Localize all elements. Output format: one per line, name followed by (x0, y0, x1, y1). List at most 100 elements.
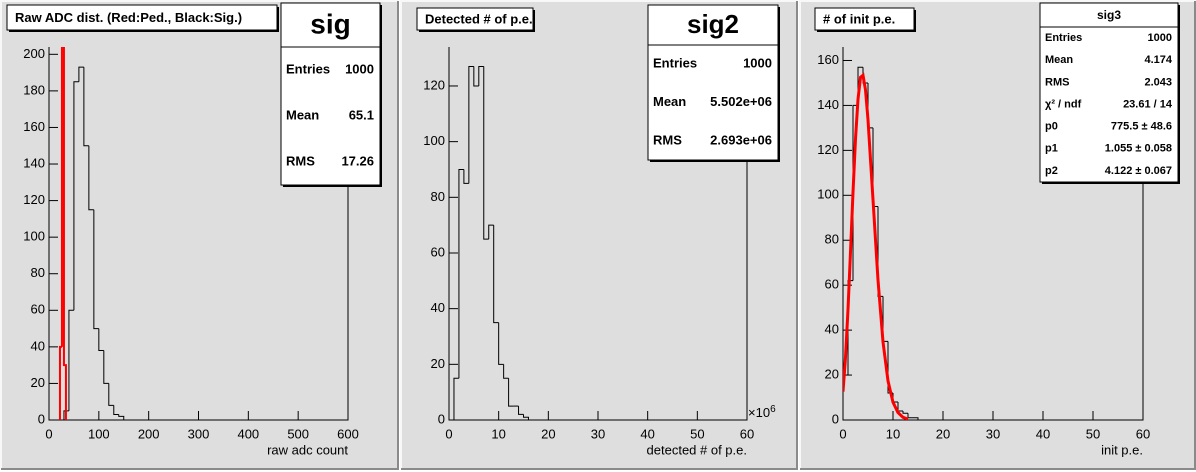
histogram-bin (453, 377, 459, 420)
pad-bevel-dark (401, 1, 798, 470)
histogram-bin (523, 414, 529, 420)
histogram-bin (58, 345, 62, 420)
x-tick-label: 0 (445, 426, 452, 441)
pad-bevel-light (799, 0, 1195, 469)
y-tick-label: 60 (825, 277, 839, 292)
stats-box (647, 4, 779, 161)
stats-value: 1000 (345, 61, 374, 76)
x-tick-label: 50 (690, 426, 704, 441)
x-tick-label: 40 (1036, 426, 1050, 441)
x-tick-label: 40 (640, 426, 654, 441)
title-box (814, 7, 915, 31)
y-tick-label: 160 (23, 119, 45, 134)
histogram-bin (73, 81, 79, 311)
pad-bevel-dark (800, 1, 1196, 470)
title-box (6, 4, 278, 31)
x-axis-label: detected # of p.e. (647, 442, 747, 457)
y-tick-label: 100 (423, 133, 445, 148)
stats-value: 2.693e+06 (710, 132, 772, 147)
histogram-bin (93, 209, 99, 330)
plot-area (58, 47, 125, 420)
histogram-bin (843, 374, 848, 420)
y-tick-label: 160 (817, 52, 839, 67)
stats-label: χ² / ndf (1045, 98, 1082, 110)
x-tick-label: 400 (237, 426, 259, 441)
y-tick-label: 80 (431, 189, 445, 204)
fit-curve (843, 72, 909, 420)
y-tick-label: 120 (817, 142, 839, 157)
x-tick-label: 60 (740, 426, 754, 441)
stats-label: Mean (286, 107, 319, 122)
x-tick-label: 300 (188, 426, 210, 441)
stats-title: sig2 (687, 9, 739, 39)
histogram-bin (88, 145, 94, 211)
stats-label: Entries (1045, 32, 1082, 44)
x-multiplier-exponent: 6 (770, 404, 776, 415)
x-tick-label: 200 (138, 426, 160, 441)
y-tick-label: 100 (23, 229, 45, 244)
y-tick-label: 0 (38, 411, 45, 426)
y-tick-label: 200 (23, 46, 45, 61)
x-tick-label: 60 (1136, 426, 1150, 441)
stats-value: 4.174 (1144, 54, 1172, 66)
chart-title: Raw ADC dist. (Red:Ped., Black:Sig.) (15, 10, 242, 25)
y-tick-label: 20 (825, 366, 839, 381)
histogram-bin (458, 168, 464, 379)
x-tick-label: 30 (986, 426, 1000, 441)
histogram-bin (113, 405, 119, 416)
y-tick-label: 80 (825, 232, 839, 247)
title-box (416, 7, 534, 31)
stats-value: 17.26 (341, 153, 374, 168)
stats-value: 5.502e+06 (710, 94, 772, 109)
chart-title: # of init p.e. (823, 11, 895, 26)
histogram-bin (508, 378, 514, 407)
y-tick-label: 80 (31, 265, 45, 280)
histogram-bin (473, 66, 479, 87)
stats-label: Entries (653, 56, 697, 71)
histogram-bin (483, 66, 489, 240)
stats-label: p0 (1045, 121, 1058, 133)
stats-value: 65.1 (349, 107, 374, 122)
x-tick-label: 20 (936, 426, 950, 441)
x-tick-label: 600 (337, 426, 359, 441)
plot-area (453, 65, 529, 420)
histogram-bin (503, 364, 509, 379)
y-tick-label: 40 (825, 322, 839, 337)
chart-title: Detected # of p.e. (425, 11, 533, 26)
stats-label: p2 (1045, 165, 1058, 177)
histogram-bin (468, 65, 474, 184)
x-axis-label: raw adc count (267, 442, 348, 457)
histogram-bin (83, 67, 89, 147)
x-tick-label: 0 (839, 426, 846, 441)
y-tick-label: 60 (431, 244, 445, 259)
stats-label: Entries (286, 61, 330, 76)
stats-label: RMS (653, 132, 682, 147)
y-tick-label: 180 (23, 82, 45, 97)
stats-value: 1.055 ± 0.058 (1105, 143, 1172, 155)
x-tick-label: 10 (491, 426, 505, 441)
pad-bevel-light (400, 0, 797, 469)
histogram-bin (488, 224, 494, 240)
stats-value: 2.043 (1144, 76, 1172, 88)
stats-value: 775.5 ± 48.6 (1111, 121, 1172, 133)
histogram-bin (118, 414, 125, 420)
histogram-bin (63, 410, 69, 420)
pad-bevel-light (0, 0, 398, 469)
x-tick-label: 100 (88, 426, 110, 441)
y-tick-label: 0 (438, 411, 445, 426)
stats-value: 1000 (743, 56, 772, 71)
y-tick-label: 20 (31, 375, 45, 390)
histogram-bin (60, 47, 63, 347)
y-tick-label: 60 (31, 302, 45, 317)
histogram-bin (913, 417, 919, 420)
histogram-bin (498, 322, 504, 365)
histogram-bin (108, 383, 114, 406)
y-tick-label: 140 (817, 97, 839, 112)
pad-bevel-dark (1, 1, 399, 470)
stats-label: RMS (1045, 76, 1069, 88)
histogram-bin (478, 65, 484, 86)
stats-title: sig (310, 8, 350, 39)
x-tick-label: 10 (886, 426, 900, 441)
histogram-bin (78, 66, 84, 82)
